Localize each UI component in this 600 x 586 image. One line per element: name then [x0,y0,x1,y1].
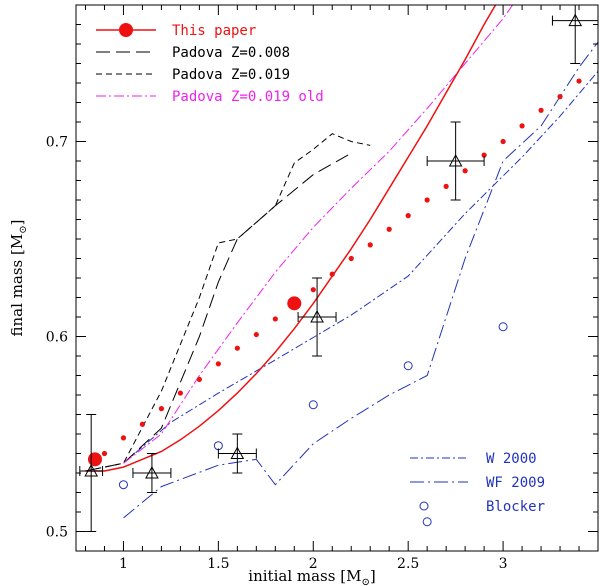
this-paper-curve [85,5,497,472]
cluster-triangle [145,465,159,479]
y-tick-label: 0.6 [46,330,68,346]
this-paper-dot [405,213,411,219]
this-paper-dot [424,197,430,203]
this-paper-big-point [287,296,302,311]
this-paper-dot [158,406,165,412]
this-paper-dot [519,123,525,129]
x-tick-label: 1 [119,556,128,572]
legend-label-w2000: W 2000 [486,451,537,467]
legend-label-padova_old: Padova Z=0.019 old [172,89,324,105]
series-layer [79,5,598,532]
this-paper-dot [576,78,582,84]
cluster-point [297,277,337,357]
x-axis-unit-sub: ⊙ [361,577,369,586]
this-paper-big-point [87,452,102,467]
x-axis-title: initial mass [248,567,335,585]
y-axis-label: final mass [M⊙] [8,220,29,337]
cluster-point [551,5,598,64]
y-axis-title: final mass [8,260,26,337]
x-axis-label: initial mass [M⊙] [248,567,375,586]
this-paper-dot [386,226,392,232]
axis-ticks: 1 1.5 2 2.5 3 0.5 0.6 0.7 [46,4,599,572]
plot-frame [75,4,599,552]
this-paper-dot [196,376,202,382]
blocker-point [498,322,508,332]
w2000-line [123,70,598,464]
this-paper-dot [215,361,221,367]
blocker-point [118,480,128,490]
cluster-triangle [230,446,245,459]
y-axis-unit-sub: ⊙ [18,225,29,233]
this-paper-dot [348,255,354,262]
this-paper-dot [120,435,127,441]
this-paper-dot [272,316,278,322]
legend: This paper Padova Z=0.008 Padova Z=0.019 Pa… [96,23,545,515]
cluster-triangle [84,464,99,477]
blocker-point [422,517,432,527]
this-paper-dot [139,421,146,427]
cluster-triangle [448,153,463,167]
x-tick-label: 1.5 [207,556,229,572]
this-paper-dot [310,287,316,293]
cluster-point [132,453,172,493]
cluster-triangle [310,309,324,323]
blocker-point [308,400,318,410]
this-paper-dot [481,152,487,158]
legend-marker-blocker [419,501,429,511]
this-paper-dot [538,107,544,113]
x-axis-unit: M [346,567,361,585]
x-tick-label: 3 [499,556,508,572]
padova-old-line [123,5,514,464]
y-tick-label: 0.7 [46,135,68,151]
this-paper-dot [557,94,563,100]
legend-label-padova_019: Padova Z=0.019 [172,67,290,83]
cluster-triangle [568,13,583,27]
x-tick-label: 2.5 [397,556,419,572]
this-paper-dot [367,242,373,248]
cluster-point [217,433,257,474]
legend-label-wf2009: WF 2009 [486,475,545,491]
cluster-point [426,121,485,201]
this-paper-dot [462,168,468,174]
y-tick-label: 0.5 [46,525,68,541]
padova-008-line [85,152,352,472]
wf2009-line [123,41,598,519]
blocker-point [403,361,413,371]
cluster-point [79,414,104,532]
this-paper-dot [253,331,259,338]
legend-label-blocker: Blocker [486,499,545,515]
this-paper-dot [101,450,108,457]
this-paper-dot [329,271,335,277]
legend-label-padova_008: Padova Z=0.008 [172,45,290,61]
legend-marker-this-paper [119,23,133,37]
this-paper-dot [177,390,183,396]
x-tick-label: 2 [309,556,318,572]
padova-019-line [85,133,371,472]
this-paper-dot [500,138,506,145]
this-paper-dot [234,345,240,351]
y-axis-unit: M [8,234,26,249]
this-paper-dot [443,183,449,189]
legend-label-this_paper: This paper [172,23,256,39]
